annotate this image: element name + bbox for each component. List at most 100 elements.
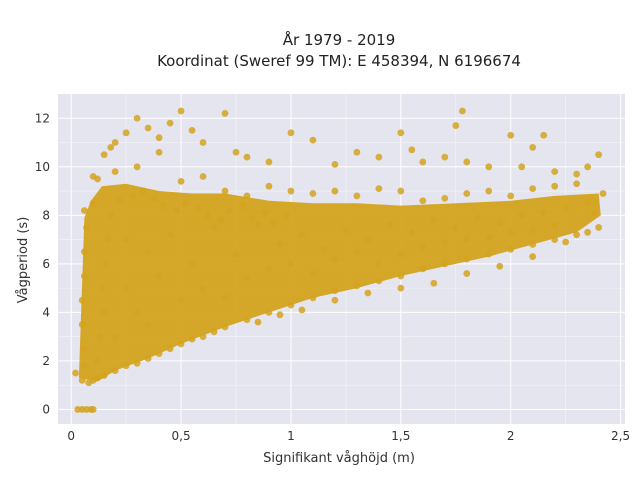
scatter-point [551,182,559,190]
scatter-point [562,204,570,212]
scatter-point [452,122,460,129]
scatter-point [265,308,273,316]
scatter-point [177,340,185,348]
scatter-point [89,199,97,207]
scatter-point [397,129,405,137]
dense-point-cloud [78,183,601,382]
scatter-point [540,209,548,217]
scatter-point [599,190,607,197]
scatter-point [287,260,295,268]
scatter-point [441,260,449,268]
scatter-point [111,168,119,176]
scatter-point [595,224,603,231]
scatter-point [441,153,449,161]
scatter-point [232,148,240,156]
x-tick-label: 1 [287,429,295,443]
y-tick-label: 6 [42,257,50,271]
scatter-point [199,173,207,180]
scatter-point [584,163,592,171]
scatter-point [287,129,295,137]
scatter-point [155,134,163,142]
scatter-point [353,192,361,200]
scatter-point [195,204,203,212]
scatter-point [129,192,137,200]
scatter-point [133,114,141,122]
scatter-point [276,241,284,248]
scatter-point [496,219,504,227]
scatter-point [133,163,141,171]
scatter-point [331,187,339,195]
scatter-point [155,350,163,358]
scatter-point [551,168,559,176]
scatter-point [463,158,471,166]
scatter-point [364,289,372,297]
scatter-point [584,228,592,236]
scatter-point [529,185,537,193]
scatter-point [331,287,339,294]
scatter-point [166,119,174,127]
scatter-point [595,151,603,159]
scatter-point [386,221,394,229]
scatter-point [419,158,427,166]
scatter-point [78,321,86,328]
scatter-point [590,209,598,217]
scatter-point [144,321,152,328]
scatter-point [107,143,115,151]
scatter-point [458,107,466,115]
scatter-point [353,148,361,156]
y-tick-label: 10 [35,160,50,174]
scatter-point [485,250,493,258]
scatter-point [507,228,515,236]
points-layer [72,107,607,413]
scatter-point [151,194,159,202]
scatter-point [342,226,350,234]
scatter-point [320,245,328,253]
scatter-point [430,216,438,224]
scatter-point [166,231,174,239]
scatter-point [177,107,185,115]
scatter-point [408,146,416,154]
scatter-point [397,284,405,292]
scatter-point [419,265,427,273]
scatter-point [116,197,123,205]
scatter-point [78,376,86,384]
scatter-point [98,284,106,292]
scatter-point [331,255,339,263]
scatter-point [102,260,110,268]
scatter-point [89,173,97,180]
scatter-point [573,180,581,188]
scatter-point [199,139,207,146]
scatter-point [441,194,449,202]
scatter-point [287,301,295,309]
scatter-point [94,374,101,382]
scatter-point [188,126,196,134]
scatter-point [507,131,515,139]
scatter-point [83,224,90,231]
scatter-point [529,143,537,151]
scatter-point [463,236,471,243]
scatter-point [177,177,185,185]
scatter-point [221,187,229,195]
scatter-point [353,282,361,290]
scatter-point [353,248,361,256]
scatter-point [155,148,163,156]
scatter-point [140,187,148,195]
scatter-point [122,129,130,137]
scatter-point [160,202,167,210]
scatter-point [111,139,119,146]
scatter-point [518,163,526,171]
scatter-point [309,190,317,197]
scatter-point [309,136,317,144]
scatter-point [80,207,88,214]
scatter-point [72,369,79,377]
scatter-point [463,255,471,263]
scatter-point [298,231,306,239]
y-tick-label: 2 [42,354,50,368]
scatter-point [217,216,225,224]
y-tick-label: 8 [42,208,50,222]
scatter-point [551,236,559,243]
scatter-point [78,296,86,304]
scatter-point [551,221,559,229]
scatter-point [89,406,97,413]
